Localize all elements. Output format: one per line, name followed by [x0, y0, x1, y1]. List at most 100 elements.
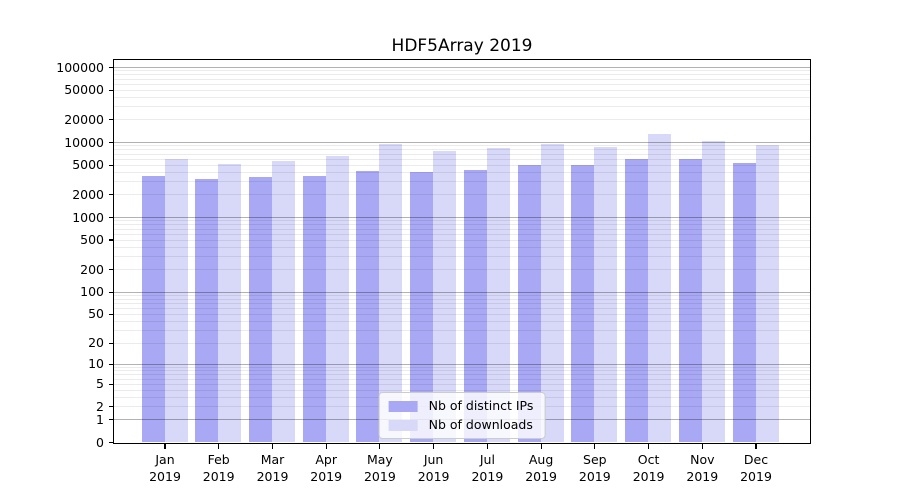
gridline-minor: [114, 330, 810, 332]
y-tick-mark: [109, 441, 114, 444]
chart-title: HDF5Array 2019: [391, 36, 533, 56]
bar-nb-of-distinct-ips: [517, 165, 541, 442]
gridline-minor: [114, 370, 810, 372]
gridline-minor: [114, 171, 810, 173]
legend-swatch-distinct-ips: [388, 400, 418, 412]
x-tick-label: Sep 2019: [550, 451, 640, 485]
bar-nb-of-distinct-ips: [410, 172, 434, 442]
gridline-minor: [114, 106, 810, 108]
y-tick-mark: [109, 141, 114, 144]
x-tick-label: Aug 2019: [496, 451, 586, 485]
y-tick-label: 100000: [56, 59, 104, 75]
bar-nb-of-downloads: [540, 143, 564, 442]
x-tick-mark: [164, 444, 166, 449]
bar-nb-of-distinct-ips: [571, 164, 595, 442]
gridline-minor: [114, 181, 810, 183]
gridline-major: [114, 363, 810, 365]
gridline-minor: [114, 342, 810, 344]
gridline-minor: [114, 149, 810, 151]
gridline-minor: [114, 164, 810, 166]
y-tick-label: 0: [96, 434, 104, 450]
y-tick-label: 5: [96, 376, 104, 392]
x-tick-label: Mar 2019: [228, 451, 318, 485]
x-tick-mark: [325, 444, 327, 449]
x-tick-year: 2019: [740, 469, 772, 484]
y-tick-mark: [109, 269, 114, 271]
y-tick-mark: [109, 363, 114, 365]
gridline-minor: [114, 256, 810, 258]
gridline-minor: [114, 303, 810, 305]
gridline-minor: [114, 378, 810, 380]
y-tick-label: 5000: [72, 157, 104, 173]
gridline-minor: [114, 145, 810, 147]
gridline-minor: [114, 70, 810, 72]
bar-nb-of-distinct-ips: [356, 170, 380, 442]
gridline-minor: [114, 374, 810, 376]
x-tick-year: 2019: [525, 469, 557, 484]
gridline-minor: [114, 220, 810, 222]
y-tick-mark: [109, 164, 114, 166]
x-tick-mark: [594, 444, 596, 449]
y-tick-mark: [109, 342, 114, 344]
y-tick-label: 200: [80, 261, 104, 277]
gridline-minor: [114, 367, 810, 368]
x-tick-year: 2019: [149, 469, 181, 484]
legend-item-distinct-ips: Nb of distinct IPs: [388, 399, 533, 413]
gridline-minor: [114, 89, 810, 91]
x-tick-year: 2019: [578, 469, 611, 484]
y-tick-mark: [109, 239, 114, 241]
x-tick-month: Jun: [423, 452, 444, 467]
gridline-minor: [114, 96, 810, 98]
y-tick-mark: [109, 119, 114, 121]
gridline-minor: [114, 383, 810, 385]
gridline-minor: [114, 295, 810, 297]
gridline-minor: [114, 119, 810, 121]
y-tick-mark: [109, 89, 114, 91]
gridline-minor: [114, 321, 810, 322]
x-tick-mark: [218, 444, 220, 449]
x-tick-label: Nov 2019: [657, 451, 747, 485]
x-tick-year: 2019: [363, 469, 396, 484]
x-tick-year: 2019: [256, 469, 289, 484]
bar-nb-of-distinct-ips: [302, 175, 326, 442]
x-tick-year: 2019: [310, 469, 343, 484]
bar-nb-of-downloads: [325, 156, 349, 442]
y-tick-label: 10: [88, 356, 104, 372]
bar-nb-of-downloads: [594, 147, 618, 442]
x-tick-month: Jan: [155, 452, 175, 467]
bar-nb-of-downloads: [379, 143, 403, 442]
gridline-minor: [114, 83, 810, 85]
y-tick-mark: [109, 419, 114, 421]
gridline-minor: [114, 224, 810, 226]
bar-nb-of-distinct-ips: [625, 159, 649, 442]
bar-nb-of-downloads: [272, 160, 295, 442]
y-tick-label: 50000: [64, 82, 104, 98]
x-tick-year: 2019: [417, 469, 450, 484]
y-tick-label: 20: [88, 335, 104, 351]
bar-nb-of-distinct-ips: [732, 163, 756, 442]
x-tick-label: Dec 2019: [711, 451, 801, 485]
bar-nb-of-downloads: [433, 151, 457, 442]
y-tick-label: 1000: [72, 209, 104, 225]
x-tick-label: Jan 2019: [120, 451, 210, 485]
y-tick-label: 10000: [64, 134, 104, 150]
x-tick-label: Oct 2019: [604, 451, 694, 485]
y-tick-label: 100: [80, 284, 104, 300]
y-tick-mark: [109, 216, 114, 219]
y-tick-mark: [109, 383, 114, 385]
y-tick-mark: [109, 406, 114, 408]
x-tick-month: May: [366, 452, 393, 467]
legend-swatch-downloads: [388, 419, 418, 431]
gridline-minor: [114, 269, 810, 271]
x-tick-label: Jun 2019: [389, 451, 479, 485]
gridline-minor: [114, 246, 810, 248]
x-tick-month: Oct: [637, 452, 660, 467]
gridline-minor: [114, 239, 810, 241]
bar-nb-of-distinct-ips: [141, 176, 165, 442]
y-tick-label: 1: [96, 411, 104, 427]
x-tick-mark: [433, 444, 435, 449]
plot-area: Nb of distinct IPs Nb of downloads: [113, 59, 811, 444]
bar-nb-of-downloads: [486, 148, 510, 442]
x-tick-year: 2019: [686, 469, 719, 484]
